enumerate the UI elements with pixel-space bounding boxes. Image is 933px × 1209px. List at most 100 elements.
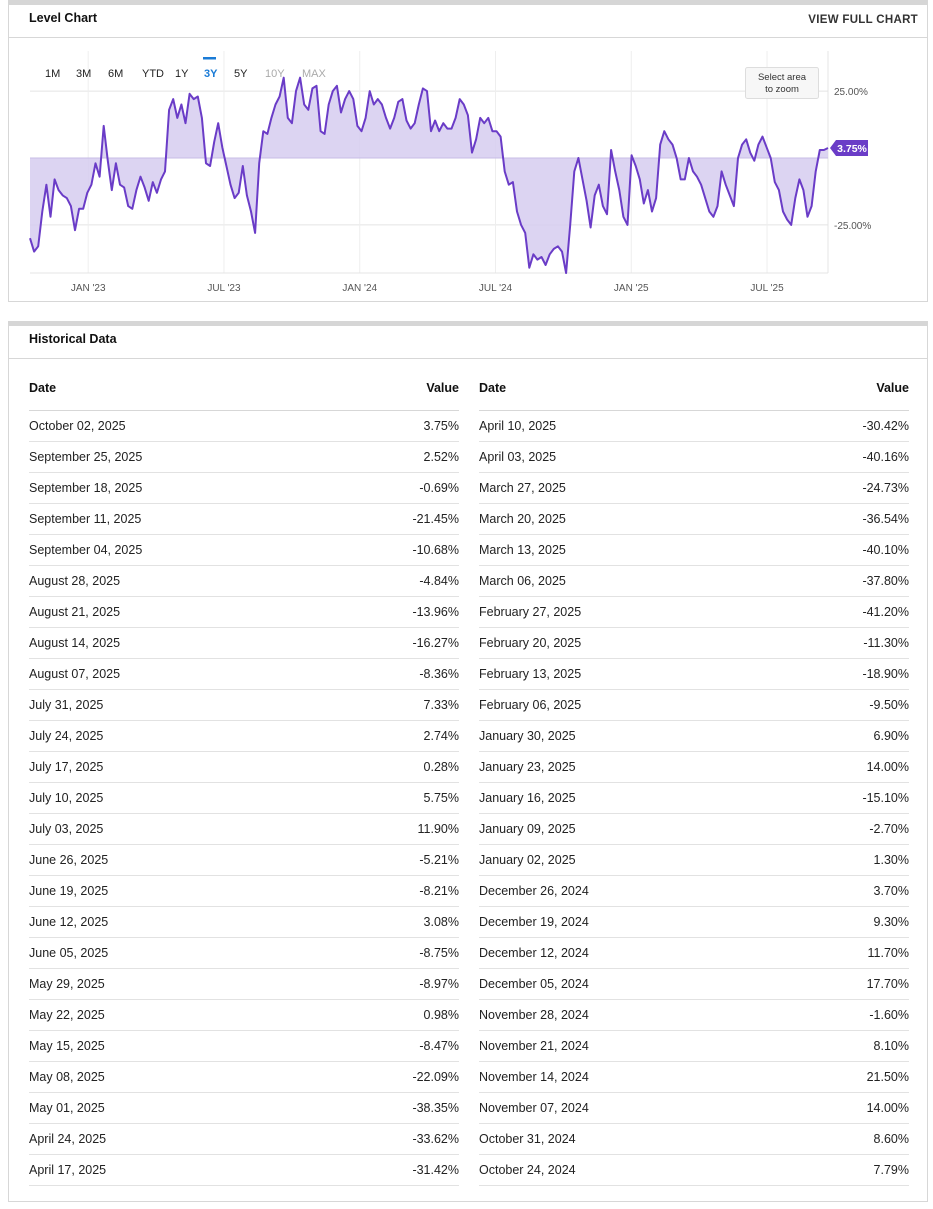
series-line xyxy=(29,76,829,274)
date-cell: April 10, 2025 xyxy=(479,410,781,442)
date-cell: February 27, 2025 xyxy=(479,596,781,628)
table-row: May 08, 2025 -22.09% xyxy=(29,1061,459,1093)
table-row: July 31, 2025 7.33% xyxy=(29,689,459,721)
table-row: December 26, 2024 3.70% xyxy=(479,875,909,907)
date-cell: September 11, 2025 xyxy=(29,503,334,535)
chart-card-header: Level Chart VIEW FULL CHART xyxy=(9,5,927,38)
table-row: April 03, 2025 -40.16% xyxy=(479,441,909,473)
value-cell: -8.21% xyxy=(333,875,459,907)
value-cell: -37.80% xyxy=(780,565,909,597)
value-cell: 11.90% xyxy=(333,813,459,845)
table-row: August 28, 2025 -4.84% xyxy=(29,565,459,597)
table-row: May 15, 2025 -8.47% xyxy=(29,1030,459,1062)
y-tick-label: -25.00% xyxy=(834,221,871,232)
date-cell: December 12, 2024 xyxy=(479,937,781,969)
value-column-header: Value xyxy=(333,360,459,411)
value-cell: -18.90% xyxy=(780,658,909,690)
date-cell: October 31, 2024 xyxy=(479,1123,781,1155)
table-row: April 10, 2025 -30.42% xyxy=(479,410,909,442)
table-row: February 06, 2025 -9.50% xyxy=(479,689,909,721)
value-cell: 2.52% xyxy=(333,441,459,473)
table-row: March 13, 2025 -40.10% xyxy=(479,534,909,566)
value-cell: 3.75% xyxy=(333,410,459,442)
value-cell: 5.75% xyxy=(333,782,459,814)
range-button-1y[interactable]: 1Y xyxy=(175,68,189,80)
date-cell: May 22, 2025 xyxy=(29,999,334,1031)
value-cell: 1.30% xyxy=(780,844,909,876)
table-row: August 21, 2025 -13.96% xyxy=(29,596,459,628)
value-cell: -24.73% xyxy=(780,472,909,504)
value-cell: 3.08% xyxy=(333,906,459,938)
historical-card-header: Historical Data xyxy=(9,326,927,359)
value-cell: 9.30% xyxy=(780,906,909,938)
table-row: September 11, 2025 -21.45% xyxy=(29,503,459,535)
x-tick-label: JUL '25 xyxy=(750,283,784,294)
date-cell: December 19, 2024 xyxy=(479,906,781,938)
value-cell: -33.62% xyxy=(333,1123,459,1155)
date-cell: May 15, 2025 xyxy=(29,1030,334,1062)
range-button-1m[interactable]: 1M xyxy=(45,68,60,80)
table-row: June 19, 2025 -8.21% xyxy=(29,875,459,907)
table-row: March 20, 2025 -36.54% xyxy=(479,503,909,535)
date-cell: October 02, 2025 xyxy=(29,410,334,442)
table-row: August 07, 2025 -8.36% xyxy=(29,658,459,690)
date-cell: July 17, 2025 xyxy=(29,751,334,783)
value-cell: -11.30% xyxy=(780,627,909,659)
date-column-header: Date xyxy=(479,360,781,411)
value-cell: -5.21% xyxy=(333,844,459,876)
value-cell: -4.84% xyxy=(333,565,459,597)
value-cell: -38.35% xyxy=(333,1092,459,1124)
date-cell: January 09, 2025 xyxy=(479,813,781,845)
value-cell: -31.42% xyxy=(333,1154,459,1186)
level-chart[interactable]: 25.00% -25.00% JAN '23 JUL '23 JAN '24 JUL '2… xyxy=(9,5,927,301)
date-cell: January 02, 2025 xyxy=(479,844,781,876)
table-header-row: Date Value xyxy=(479,360,909,411)
table-row: June 26, 2025 -5.21% xyxy=(29,844,459,876)
range-button-3y[interactable]: 3Y xyxy=(204,68,218,80)
value-cell: 8.60% xyxy=(780,1123,909,1155)
historical-table-left: Date Value October 02, 2025 3.75% Septembe… xyxy=(29,360,459,1186)
table-row: January 30, 2025 6.90% xyxy=(479,720,909,752)
date-cell: June 19, 2025 xyxy=(29,875,334,907)
table-row: January 02, 2025 1.30% xyxy=(479,844,909,876)
value-column-header: Value xyxy=(780,360,909,411)
table-row: September 04, 2025 -10.68% xyxy=(29,534,459,566)
date-cell: June 26, 2025 xyxy=(29,844,334,876)
value-cell: 14.00% xyxy=(780,751,909,783)
date-cell: February 06, 2025 xyxy=(479,689,781,721)
date-cell: September 04, 2025 xyxy=(29,534,334,566)
date-cell: August 14, 2025 xyxy=(29,627,334,659)
table-row: July 10, 2025 5.75% xyxy=(29,782,459,814)
range-button-6m[interactable]: 6M xyxy=(108,68,123,80)
view-full-chart-link[interactable]: VIEW FULL CHART xyxy=(808,14,918,26)
date-cell: October 24, 2024 xyxy=(479,1154,781,1186)
value-cell: -40.16% xyxy=(780,441,909,473)
date-cell: January 16, 2025 xyxy=(479,782,781,814)
table-row: December 12, 2024 11.70% xyxy=(479,937,909,969)
table-row: February 13, 2025 -18.90% xyxy=(479,658,909,690)
table-row: October 02, 2025 3.75% xyxy=(29,410,459,442)
value-cell: 6.90% xyxy=(780,720,909,752)
value-cell: -9.50% xyxy=(780,689,909,721)
value-cell: 8.10% xyxy=(780,1030,909,1062)
table-row: January 23, 2025 14.00% xyxy=(479,751,909,783)
table-row: December 19, 2024 9.30% xyxy=(479,906,909,938)
table-row: April 24, 2025 -33.62% xyxy=(29,1123,459,1155)
date-cell: May 29, 2025 xyxy=(29,968,334,1000)
table-row: June 12, 2025 3.08% xyxy=(29,906,459,938)
range-button-ytd[interactable]: YTD xyxy=(142,68,164,80)
range-button-10y: 10Y xyxy=(265,68,285,80)
date-cell: July 10, 2025 xyxy=(29,782,334,814)
value-cell: 0.98% xyxy=(333,999,459,1031)
range-button-3m[interactable]: 3M xyxy=(76,68,91,80)
date-cell: March 06, 2025 xyxy=(479,565,781,597)
level-chart-card: Level Chart VIEW FULL CHART 25.00% -25.00… xyxy=(8,0,928,302)
value-cell: -16.27% xyxy=(333,627,459,659)
last-value-label: 3.75% xyxy=(837,143,867,155)
date-cell: March 27, 2025 xyxy=(479,472,781,504)
date-cell: June 05, 2025 xyxy=(29,937,334,969)
range-button-5y[interactable]: 5Y xyxy=(234,68,248,80)
date-column-header: Date xyxy=(29,360,334,411)
x-tick-label: JAN '25 xyxy=(614,283,649,294)
date-cell: April 03, 2025 xyxy=(479,441,781,473)
